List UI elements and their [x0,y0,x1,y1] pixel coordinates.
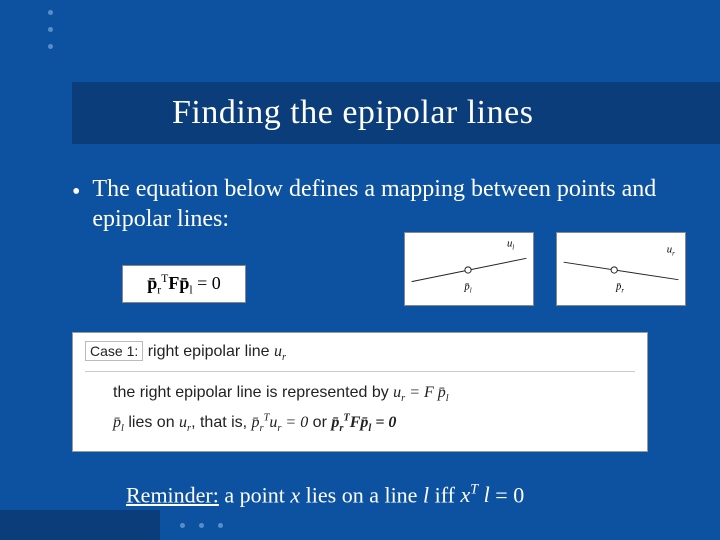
rem-eq: = 0 [490,482,524,507]
case-line1: Case 1: right epipolar line ur [85,339,635,367]
case-l3-eq2: p̄rTFp̄l = 0 [331,414,396,431]
case-var-u: u [274,343,282,360]
diagram-left: ul p̄l [404,232,534,306]
case-l2-psub: l [446,393,449,404]
case-text: right epipolar line [143,343,274,360]
case-l3-p: p̄ [113,414,121,431]
case-l2-p: p̄ [438,384,446,401]
svg-text:p̄r: p̄r [615,280,624,294]
case-l2-mid: = F [405,384,438,401]
diagram-right: ur p̄r [556,232,686,306]
case-l3-eq1p: p̄ [252,414,260,431]
case-line2: the right epipolar line is represented b… [113,380,635,408]
case-l3-eq1end: = 0 [281,414,308,431]
case-l3-u: u [179,414,187,431]
case-l3-a: lies on [124,414,179,431]
case-l3-b: , that is, [191,414,251,431]
eq-zero: = 0 [193,273,221,293]
svg-text:p̄l: p̄l [463,280,471,294]
case-var-sub: r [282,352,286,363]
reminder-label: Reminder: [126,482,219,507]
rem-x: x [290,482,300,507]
equation-main: p̄rTFp̄l = 0 [122,265,246,303]
decorative-dots-top [48,10,53,61]
title-bar: Finding the epipolar lines [72,82,720,144]
case-label: Case 1: [85,341,143,361]
eq-p-r: p̄ [147,273,157,293]
case-l2-u: u [393,384,401,401]
bullet-marker: • [72,177,80,234]
eq-p-l: p̄ [179,273,189,293]
svg-text:ur: ur [667,243,675,257]
eq-sub-r: r [157,283,161,296]
case-l2-a: the right epipolar line is represented b… [113,384,393,401]
slide-title: Finding the epipolar lines [172,94,533,132]
rem-c: iff [429,482,460,507]
bullet-text: The equation below defines a mapping bet… [92,174,680,234]
divider [85,371,635,372]
bottom-bar [0,510,160,540]
case-box: Case 1: right epipolar line ur the right… [72,332,648,452]
rem-x2: x [460,482,470,507]
rem-l2: l [478,482,490,507]
case-l3-eq1psub: r [260,423,264,434]
eq-f: F [168,273,179,293]
bullet-item: • The equation below defines a mapping b… [72,174,680,234]
svg-text:ul: ul [507,238,514,252]
rem-b: lies on a line [300,482,423,507]
decorative-dots-bottom [180,523,223,528]
rem-supT: T [470,482,478,498]
case-line3: p̄l lies on ur, that is, p̄rTur = 0 or p… [113,410,635,438]
case-l3-or: or [308,414,331,431]
rem-a: a point [219,482,291,507]
reminder-line: Reminder: a point x lies on a line l iff… [126,482,524,508]
